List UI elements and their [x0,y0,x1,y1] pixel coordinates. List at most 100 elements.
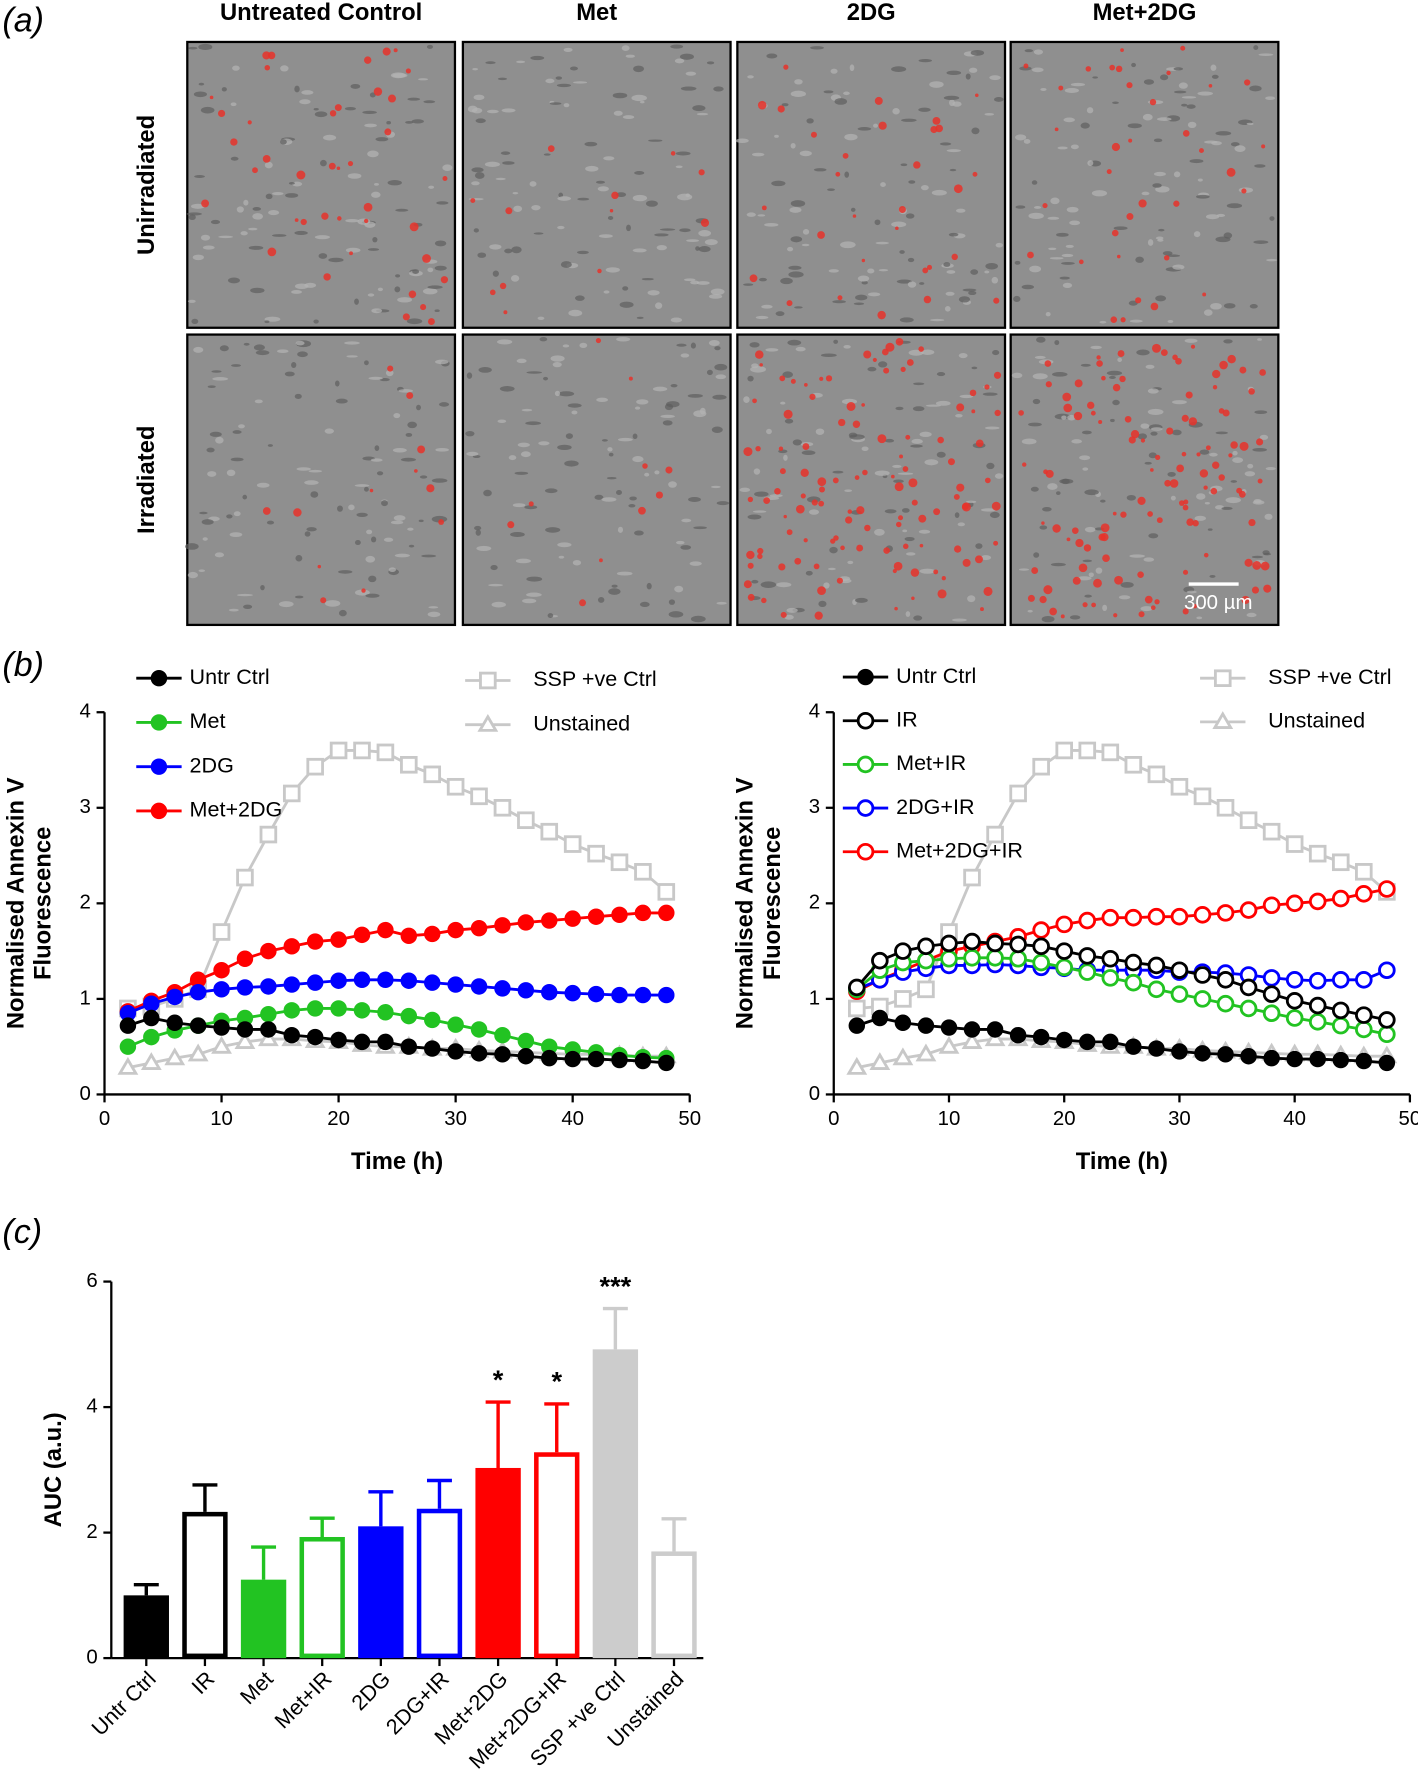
cell [368,575,377,583]
cell [313,319,319,324]
cell [711,426,723,433]
x-tick-label: 30 [444,1108,467,1130]
cell [1015,134,1027,141]
cell [755,315,769,320]
red-cell [1256,438,1264,446]
red-cell [975,93,979,98]
cell [608,588,621,595]
cell [499,386,515,392]
marker [470,978,488,995]
red-cell [877,434,887,444]
cell [529,181,537,187]
cell [1211,74,1219,79]
cell [670,384,678,388]
cell [267,444,273,447]
red-cell [926,264,933,270]
cell [1014,260,1021,265]
cell [285,193,299,198]
red-cell [1199,469,1209,478]
marker [187,1043,209,1062]
cell [930,318,945,322]
cell [747,514,762,520]
red-cell [349,251,354,256]
marker [1079,1033,1096,1051]
red-cell [1110,316,1118,323]
cell [810,46,824,50]
marker [1285,835,1304,853]
cell [431,478,448,483]
cell [550,355,565,362]
cell [393,412,401,419]
red-cell [779,468,786,475]
cell [790,90,807,97]
micrograph [184,333,457,627]
red-cell [746,550,755,560]
red-cell [956,483,965,492]
cell [335,398,348,404]
cell [492,270,499,277]
cell [304,531,311,537]
cell [231,364,242,367]
cell [1050,197,1060,205]
cell [236,206,244,213]
marker [986,825,1004,844]
cell [1143,557,1155,562]
red-cell [755,445,761,452]
cell [965,500,977,504]
red-cell [405,68,411,74]
red-cell [1251,586,1260,594]
cell [200,106,215,114]
cell [371,536,377,543]
red-cell [980,607,984,612]
cell [597,597,605,603]
cell [1050,562,1066,567]
cell [557,225,565,230]
cell [1259,434,1269,440]
cell [747,75,754,79]
cell [850,207,856,212]
cell [345,219,360,223]
bar [651,1551,697,1659]
cell [967,595,976,603]
cell [758,277,767,282]
red-cell [1043,585,1053,595]
cell [943,262,951,267]
red-cell [908,478,918,488]
red-cell [954,545,962,553]
red-cell [842,152,849,159]
cell [1223,232,1233,239]
cell [708,294,723,299]
red-cell [910,568,920,577]
red-cell [336,166,341,170]
cell [664,403,674,411]
red-cell [422,254,431,263]
cell [388,567,396,573]
cell [1172,264,1185,270]
cell [849,64,855,72]
cell [713,86,724,92]
cell [631,94,647,102]
cell [832,300,846,304]
cell [476,545,492,551]
cell [1148,452,1157,459]
cell [1150,431,1158,436]
cell [636,316,644,320]
cell [1113,226,1128,231]
cell [1162,251,1173,256]
red-cell [373,87,383,96]
cell [952,101,962,107]
cell [1189,159,1204,164]
cell [418,78,429,81]
cell [416,404,421,411]
cell [1127,123,1142,129]
red-cell [1111,142,1121,152]
cell [919,282,925,285]
red-cell [752,398,757,404]
cell [335,380,340,387]
cell [256,482,270,488]
cell [1141,191,1150,196]
red-cell [427,318,435,326]
red-cell [923,295,932,304]
cell [1061,253,1074,258]
red-cell [894,482,904,492]
